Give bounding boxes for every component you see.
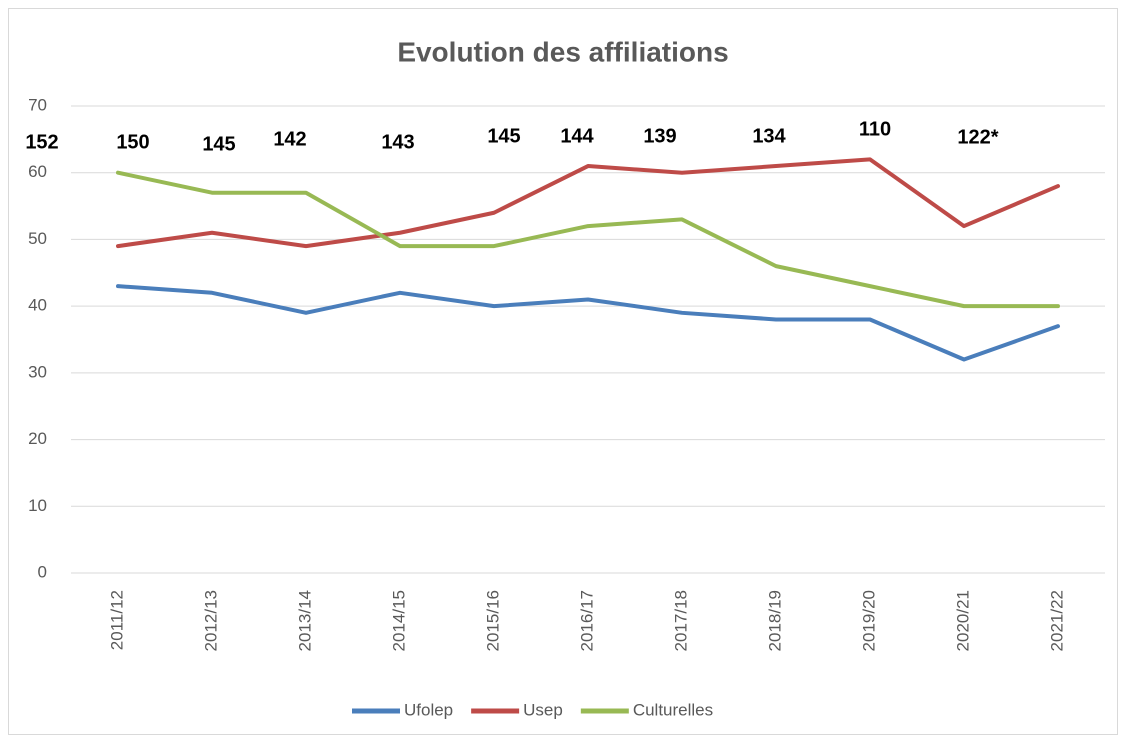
x-tick-label: 2011/12 (107, 590, 126, 650)
annotation: 143 (381, 131, 414, 153)
x-tick-label: 2016/17 (577, 590, 596, 651)
chart-frame (8, 8, 1118, 735)
annotation: 152 (25, 131, 58, 153)
annotation: 150 (116, 131, 149, 153)
x-tick-label: 2019/20 (859, 590, 878, 651)
series-line (116, 170, 1060, 309)
legend-label: Usep (523, 700, 563, 719)
series-line (116, 284, 1060, 362)
legend-label: Culturelles (633, 700, 713, 719)
annotation: 122* (957, 126, 998, 148)
y-tick-label: 40 (28, 296, 47, 315)
x-tick-label: 2013/14 (295, 590, 314, 651)
y-tick-label: 60 (28, 162, 47, 181)
series-line (116, 157, 1060, 249)
x-tick-label: 2017/18 (671, 590, 690, 651)
legend-label: Ufolep (404, 700, 453, 719)
y-tick-label: 10 (28, 496, 47, 515)
y-tick-label: 0 (38, 562, 47, 581)
y-tick-label: 70 (28, 95, 47, 114)
annotation: 139 (643, 125, 676, 147)
annotation: 145 (202, 133, 235, 155)
annotation: 134 (752, 125, 786, 147)
x-tick-label: 2021/22 (1047, 590, 1066, 651)
y-tick-label: 30 (28, 362, 47, 381)
chart-title: Evolution des affiliations (397, 36, 728, 67)
annotation: 145 (487, 125, 520, 147)
x-tick-label: 2012/13 (201, 590, 220, 651)
x-tick-label: 2020/21 (953, 590, 972, 651)
x-tick-label: 2018/19 (765, 590, 784, 651)
x-tick-label: 2015/16 (483, 590, 502, 651)
annotation: 142 (273, 128, 306, 150)
annotation: 110 (859, 118, 891, 140)
y-tick-label: 20 (28, 429, 47, 448)
y-tick-label: 50 (28, 229, 47, 248)
x-tick-label: 2014/15 (389, 590, 408, 651)
annotation: 144 (560, 125, 594, 147)
